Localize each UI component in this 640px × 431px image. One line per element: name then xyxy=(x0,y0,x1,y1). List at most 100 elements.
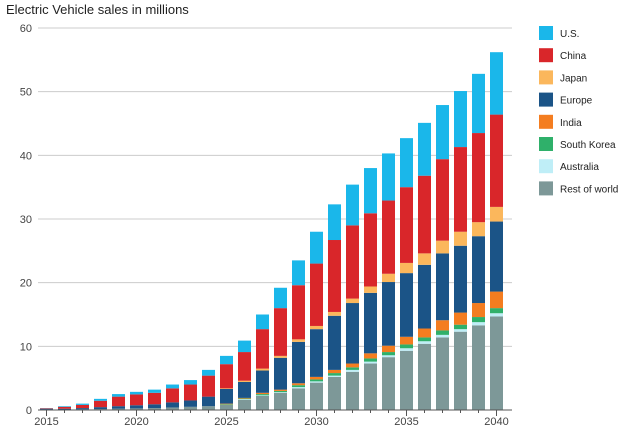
bar-segment xyxy=(400,336,413,345)
bar-stack-2032 xyxy=(346,184,359,410)
bar-segment xyxy=(292,388,305,410)
bar-stack-2035 xyxy=(400,138,413,410)
bar-stack-2016 xyxy=(58,406,71,410)
bar-segment xyxy=(400,187,413,263)
bar-segment xyxy=(40,409,53,410)
bar-stack-2029 xyxy=(292,260,305,410)
bar-segment xyxy=(328,204,341,241)
bar-segment xyxy=(364,353,377,359)
bar-stack-2036 xyxy=(418,122,431,410)
bar-segment xyxy=(454,245,467,313)
bar-segment xyxy=(328,375,341,377)
bar-stack-2033 xyxy=(364,168,377,410)
bar-segment xyxy=(454,331,467,410)
y-tick-label: 0 xyxy=(26,405,32,417)
bar-stack-2039 xyxy=(472,73,485,410)
bar-segment xyxy=(328,373,341,376)
bar-segment xyxy=(382,352,395,356)
legend-item: Rest of world xyxy=(539,181,618,196)
bar-segment xyxy=(472,73,485,134)
bar-stack-2027 xyxy=(256,314,269,410)
bar-segment xyxy=(490,221,503,292)
bar-stack-2021 xyxy=(148,389,161,410)
bar-segment xyxy=(328,376,341,410)
legend-label: India xyxy=(560,118,582,129)
bar-segment xyxy=(292,285,305,340)
bar-segment xyxy=(490,52,503,115)
bar-segment xyxy=(202,375,215,397)
bar-segment xyxy=(310,329,323,377)
bar-segment xyxy=(220,388,233,404)
bar-segment xyxy=(238,340,251,353)
bar-segment xyxy=(220,403,233,405)
bar-segment xyxy=(328,311,341,316)
bar-segment xyxy=(94,400,107,408)
bar-segment xyxy=(328,240,341,312)
legend-swatch xyxy=(539,181,553,196)
bar-stack-2040 xyxy=(490,52,503,410)
y-tick-label: 50 xyxy=(20,87,32,99)
bar-segment xyxy=(364,286,377,293)
bar-segment xyxy=(346,225,359,299)
bar-segment xyxy=(238,398,251,400)
bar-stack-2026 xyxy=(238,340,251,410)
bar-segment xyxy=(364,168,377,214)
bar-segment xyxy=(328,315,341,370)
bar-stack-2037 xyxy=(436,105,449,410)
legend-swatch xyxy=(539,92,553,107)
bar-segment xyxy=(490,206,503,222)
bar-segment xyxy=(490,313,503,317)
bar-segment xyxy=(292,387,305,389)
legend-item: U.S. xyxy=(539,26,579,40)
legend-item: China xyxy=(539,48,587,63)
bar-segment xyxy=(274,389,287,391)
bar-segment xyxy=(130,394,143,406)
bar-segment xyxy=(310,381,323,383)
bar-segment xyxy=(184,380,197,385)
bar-segment xyxy=(346,298,359,304)
legend-label: China xyxy=(560,51,587,62)
bar-stack-2017 xyxy=(76,403,89,410)
bar-segment xyxy=(346,184,359,226)
bar-segment xyxy=(256,394,269,396)
bar-segment xyxy=(382,355,395,358)
x-tick-label: 2020 xyxy=(124,416,148,428)
bar-segment xyxy=(238,381,251,398)
bar-segment xyxy=(166,388,179,403)
bar-segment xyxy=(364,361,377,364)
legend-label: U.S. xyxy=(560,29,579,40)
legend-label: Rest of world xyxy=(560,184,618,195)
bar-segment xyxy=(382,273,395,283)
bar-segment xyxy=(292,341,305,384)
bar-segment xyxy=(454,231,467,246)
bar-segment xyxy=(220,364,233,389)
bar-segment xyxy=(112,408,125,410)
bar-stack-2034 xyxy=(382,153,395,410)
bar-segment xyxy=(400,344,413,349)
bar-segment xyxy=(76,404,89,409)
bar-segment xyxy=(472,325,485,410)
bar-segment xyxy=(418,337,431,342)
y-tick-label: 60 xyxy=(20,23,32,35)
bar-segment xyxy=(292,385,305,388)
bar-segment xyxy=(346,303,359,364)
bar-segment xyxy=(418,341,431,344)
bar-segment xyxy=(418,122,431,176)
legend-item: Europe xyxy=(539,92,593,107)
bar-segment xyxy=(328,369,341,374)
bar-segment xyxy=(346,367,359,370)
legend-swatch xyxy=(539,26,553,40)
bar-segment xyxy=(274,287,287,309)
bar-segment xyxy=(310,376,323,380)
bar-segment xyxy=(400,138,413,188)
bar-segment xyxy=(382,357,395,410)
bar-segment xyxy=(58,406,71,407)
bar-segment xyxy=(238,399,251,410)
y-tick-label: 10 xyxy=(20,341,32,353)
bar-segment xyxy=(94,398,107,401)
bar-stack-2019 xyxy=(112,394,125,410)
legend-item: India xyxy=(539,114,582,129)
bar-segment xyxy=(202,406,215,410)
legend-swatch xyxy=(539,48,553,63)
bar-segment xyxy=(418,253,431,265)
